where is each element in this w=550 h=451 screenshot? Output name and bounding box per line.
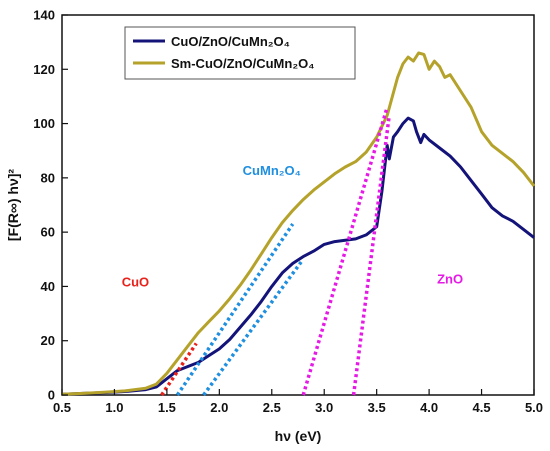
x-tick-label: 2.5 [263,400,281,415]
annotation-label: ZnO [437,272,463,287]
x-tick-label: 5.0 [525,400,543,415]
legend: CuO/ZnO/CuMn₂O₄ Sm-CuO/ZnO/CuMn₂O₄ [124,26,356,80]
tangent-line-1 [160,342,198,396]
x-tick-label: 3.5 [368,400,386,415]
y-tick-label: 20 [41,333,55,348]
x-tick-label: 2.0 [210,400,228,415]
y-tick-label: 100 [33,116,55,131]
tangent-line-3 [202,260,303,397]
y-axis-label: [F(R∞) hν]² [5,169,21,242]
legend-box [124,26,356,80]
annotation-label: CuO [122,274,149,289]
y-tick-label: 40 [41,279,55,294]
legend-label-2: Sm-CuO/ZnO/CuMn₂O₄ [171,56,314,71]
y-tick-label: 140 [33,8,55,23]
x-tick-label: 4.0 [420,400,438,415]
x-tick-label: 3.0 [315,400,333,415]
tangent-line-4 [301,106,389,396]
y-tick-label: 80 [41,170,55,185]
y-tick-label: 0 [48,388,55,403]
y-tick-label: 60 [41,225,55,240]
y-axis: 0 20 40 60 80 100 120 140 [33,8,68,403]
x-tick-label: 4.5 [473,400,491,415]
tangent-layer [160,106,391,397]
series-line-2 [61,51,536,396]
x-axis-label: hν (eV) [275,428,322,444]
x-tick-label: 1.0 [105,400,123,415]
annotation-label: CuMn₂O₄ [243,163,301,178]
series-line-1 [61,116,535,396]
x-tick-label: 0.5 [53,400,71,415]
x-tick-label: 1.5 [158,400,176,415]
y-tick-label: 120 [33,62,55,77]
annotation-layer: CuO CuMn₂O₄ ZnO [122,163,463,289]
legend-label-1: CuO/ZnO/CuMn₂O₄ [171,34,290,49]
x-axis: 0.5 1.0 1.5 2.0 2.5 3.0 3.5 4.0 4.5 5.0 [53,389,543,415]
tangent-line-5 [351,115,391,396]
plot-frame [61,14,535,396]
tangent-line-2 [175,223,295,396]
series-layer [61,51,536,396]
